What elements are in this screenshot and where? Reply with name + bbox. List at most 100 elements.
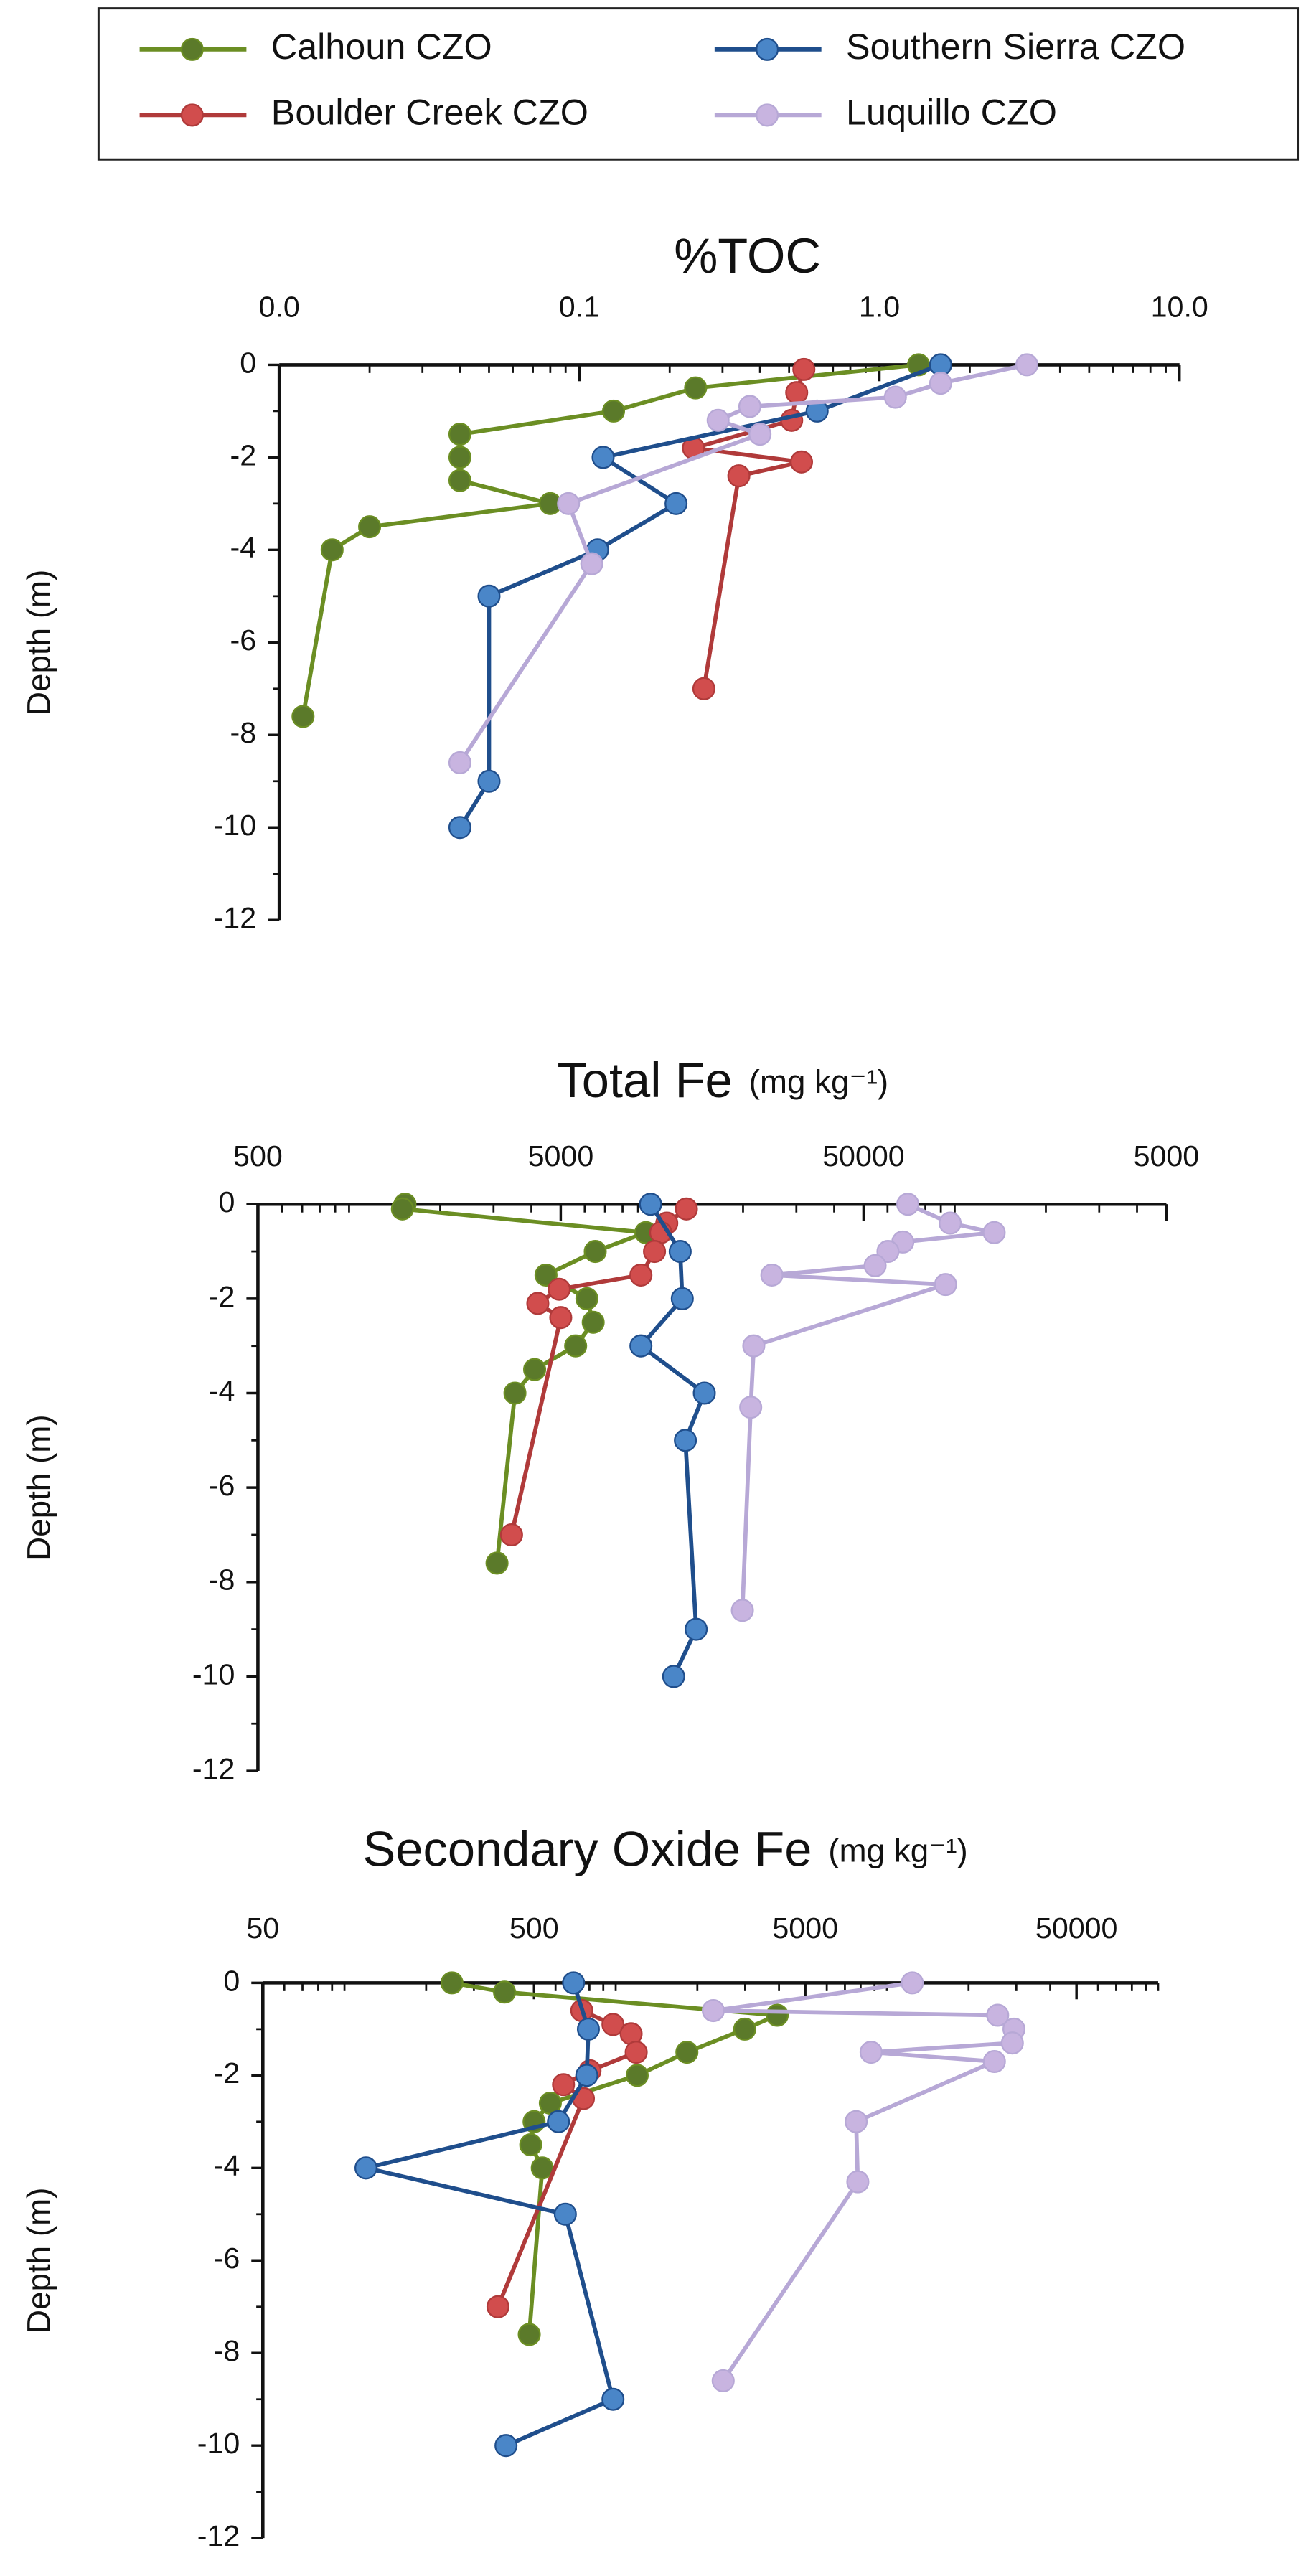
data-point	[477, 584, 501, 608]
data-point	[517, 2323, 541, 2346]
x-tick-label: 5000	[1134, 1139, 1200, 1172]
data-point	[629, 1334, 653, 1358]
data-point	[846, 2170, 870, 2194]
legend-box	[97, 7, 1300, 161]
title-text: %TOC	[674, 228, 821, 283]
data-point	[702, 1999, 725, 2023]
data-point	[711, 2369, 735, 2392]
data-point	[390, 1197, 414, 1221]
data-point	[549, 1306, 573, 1330]
y-tick-label: -2	[214, 2056, 240, 2090]
data-point	[440, 1971, 464, 1995]
data-point	[564, 1334, 588, 1358]
y-tick-label: 0	[218, 1185, 235, 1218]
data-point	[639, 1193, 662, 1216]
data-point	[448, 423, 471, 446]
data-point	[883, 385, 907, 409]
data-point	[692, 1381, 716, 1405]
data-point	[738, 395, 761, 418]
y-tick-label: -12	[192, 1752, 235, 1785]
data-point	[675, 1197, 698, 1221]
data-point	[625, 2064, 649, 2087]
y-tick-label: -4	[209, 1374, 235, 1407]
data-point	[629, 1263, 653, 1287]
y-tick-label: -2	[209, 1280, 235, 1313]
chart-title: Secondary Oxide Fe (mg kg⁻¹)	[363, 1822, 968, 1877]
data-point	[499, 1523, 523, 1546]
data-point	[448, 816, 471, 840]
x-tick-label: 1.0	[859, 290, 900, 323]
chart-title: Total Fe (mg kg⁻¹)	[557, 1053, 888, 1108]
y-tick-label: -4	[230, 531, 257, 564]
y-tick-label: -6	[209, 1469, 235, 1502]
data-point	[789, 450, 813, 474]
data-point	[523, 1358, 547, 1381]
legend-marker	[180, 103, 204, 127]
data-point	[601, 399, 626, 423]
y-axis-label: Depth (m)	[20, 1414, 57, 1560]
title-units: (mg kg⁻¹)	[749, 1063, 889, 1100]
data-point	[448, 446, 471, 469]
data-point	[493, 1980, 517, 2004]
data-point	[675, 2041, 699, 2064]
data-point	[674, 1429, 697, 1452]
data-point	[486, 2295, 509, 2318]
y-tick-label: -10	[192, 1658, 235, 1691]
data-point	[354, 2156, 378, 2180]
data-point	[785, 381, 809, 405]
title-units: (mg kg⁻¹)	[828, 1833, 968, 1869]
y-axis-label: Depth (m)	[20, 2188, 57, 2333]
data-point	[780, 408, 804, 432]
y-tick-label: 0	[223, 1964, 240, 1997]
x-tick-label: 50000	[822, 1139, 905, 1172]
legend-label: Southern Sierra CZO	[846, 26, 1185, 67]
data-point	[519, 2133, 542, 2157]
x-tick-label: 50000	[1035, 1912, 1118, 1945]
y-tick-label: -6	[214, 2242, 240, 2275]
data-point	[986, 2003, 1010, 2027]
data-point	[526, 1292, 550, 1315]
legend-label: Calhoun CZO	[271, 26, 492, 67]
data-point	[557, 492, 581, 515]
data-point	[534, 1263, 558, 1287]
data-point	[503, 1381, 527, 1405]
data-point	[358, 515, 382, 539]
data-point	[739, 1396, 763, 1419]
x-tick-label: 5000	[772, 1912, 838, 1945]
data-point	[934, 1273, 957, 1297]
data-point	[863, 1254, 887, 1277]
data-point	[643, 1240, 667, 1264]
series-line	[496, 2008, 639, 2308]
data-point	[1000, 2031, 1024, 2055]
data-point	[575, 1287, 598, 1310]
data-point	[291, 705, 315, 728]
data-point	[760, 1263, 784, 1287]
title-text: Secondary Oxide Fe	[363, 1822, 812, 1877]
data-point	[901, 1971, 924, 1995]
data-point	[876, 1240, 900, 1264]
data-point	[583, 1240, 607, 1264]
data-point	[548, 1277, 571, 1301]
data-point	[896, 1193, 920, 1216]
legend-marker	[756, 103, 779, 127]
data-point	[477, 769, 501, 793]
data-point	[601, 2013, 625, 2036]
data-point	[685, 1617, 708, 1641]
data-point	[494, 2434, 518, 2458]
y-tick-label: -8	[209, 1564, 235, 1597]
series-line	[399, 1203, 647, 1564]
data-point	[706, 408, 730, 432]
legend-label: Boulder Creek CZO	[271, 92, 588, 133]
x-tick-label: 10.0	[1151, 290, 1208, 323]
x-tick-label: 0.0	[259, 290, 300, 323]
y-tick-label: -2	[230, 438, 257, 471]
data-point	[448, 751, 471, 774]
data-point	[1015, 353, 1039, 377]
data-point	[581, 1310, 605, 1334]
y-tick-label: -4	[214, 2149, 240, 2182]
data-point	[859, 2041, 883, 2064]
x-tick-label: 0.1	[559, 290, 600, 323]
data-point	[575, 2064, 598, 2087]
series-line	[458, 362, 1028, 764]
